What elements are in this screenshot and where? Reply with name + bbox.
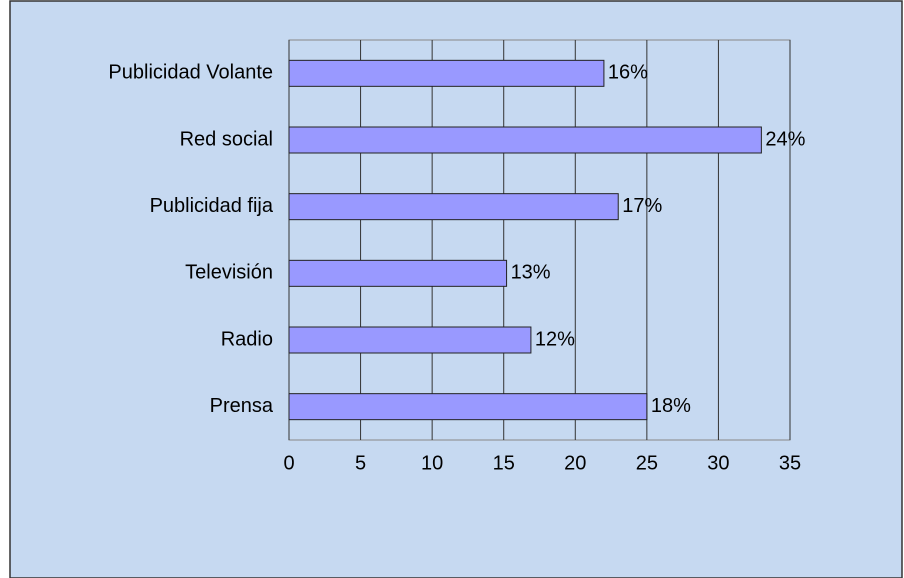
chart-background [9,0,903,578]
y-tick-label: Televisión [185,262,273,284]
bar [288,259,508,287]
y-tick-label: Red social [180,128,273,150]
x-tick-label: 0 [283,452,294,474]
data-label: 16% [608,62,648,84]
y-tick-label: Publicidad fija [150,195,274,217]
bar [288,193,619,221]
data-label: 17% [622,195,662,217]
bar [288,126,762,154]
x-tick-label: 20 [564,452,586,474]
x-tick-label: 35 [779,452,801,474]
y-tick-label: Radio [221,328,273,350]
data-label: 13% [511,262,551,284]
y-tick-label: Publicidad Volante [108,62,273,84]
x-tick-label: 5 [355,452,366,474]
x-tick-label: 30 [707,452,729,474]
data-label: 12% [535,328,575,350]
y-tick-label: Prensa [210,395,274,417]
x-tick-label: 25 [636,452,658,474]
bar [288,393,648,421]
bar [288,326,532,354]
bar [288,59,605,87]
data-label: 18% [651,395,691,417]
data-label: 24% [765,128,805,150]
x-tick-label: 15 [493,452,515,474]
x-tick-label: 10 [421,452,443,474]
